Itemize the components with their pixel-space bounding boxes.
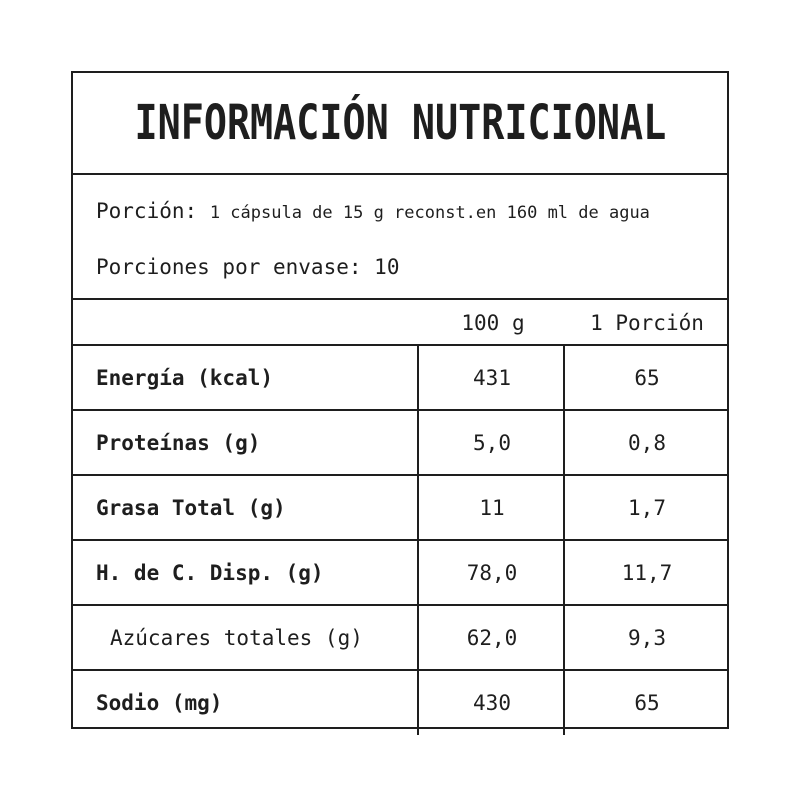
table-row-carbohydrates: H. de C. Disp. (g) 78,0 11,7 (73, 541, 727, 606)
value-100g: 431 (421, 346, 565, 409)
serving-section: Porción: 1 cápsula de 15 g reconst.en 16… (73, 175, 727, 300)
nutrient-name: H. de C. Disp. (g) (73, 541, 419, 604)
column-header-row: 100 g 1 Porción (73, 300, 727, 346)
serving-size-value: 1 cápsula de 15 g reconst.en 160 ml de a… (209, 203, 650, 223)
value-portion: 0,8 (628, 430, 666, 455)
value-portion: 1,7 (628, 495, 666, 520)
value-100g: 78,0 (421, 541, 565, 604)
table-row-sodium: Sodio (mg) 430 65 (73, 671, 727, 735)
nutrition-label: INFORMACIÓN NUTRICIONAL Porción: 1 cápsu… (71, 71, 729, 735)
column-header-100g: 100 g (461, 311, 525, 335)
value-portion: 9,3 (628, 625, 666, 650)
label-title: INFORMACIÓN NUTRICIONAL (134, 95, 666, 151)
value-portion: 65 (634, 365, 660, 390)
nutrient-name: Azúcares totales (g) (73, 606, 419, 669)
value-100g: 62,0 (421, 606, 565, 669)
serving-size-label: Porción: (96, 199, 198, 223)
value-portion: 11,7 (621, 560, 673, 585)
value-100g: 11 (421, 476, 565, 539)
value-100g: 430 (421, 671, 565, 735)
table-row-protein: Proteínas (g) 5,0 0,8 (73, 411, 727, 476)
servings-per-container-line: Porciones por envase: 10 (96, 255, 399, 279)
table-row-energy: Energía (kcal) 431 65 (73, 346, 727, 411)
servings-per-container-label: Porciones por envase: (96, 255, 362, 279)
column-header-portion: 1 Porción (590, 311, 704, 335)
serving-size-line: Porción: 1 cápsula de 15 g reconst.en 16… (96, 199, 650, 223)
table-row-total-fat: Grasa Total (g) 11 1,7 (73, 476, 727, 541)
nutrient-name: Grasa Total (g) (73, 476, 419, 539)
table-row-total-sugars: Azúcares totales (g) 62,0 9,3 (73, 606, 727, 671)
nutrient-name: Sodio (mg) (73, 671, 419, 735)
nutrient-name: Proteínas (g) (73, 411, 419, 474)
servings-per-container-value: 10 (374, 255, 400, 279)
value-100g: 5,0 (421, 411, 565, 474)
title-section: INFORMACIÓN NUTRICIONAL (73, 73, 727, 175)
nutrient-name: Energía (kcal) (73, 346, 419, 409)
value-portion: 65 (634, 691, 660, 715)
